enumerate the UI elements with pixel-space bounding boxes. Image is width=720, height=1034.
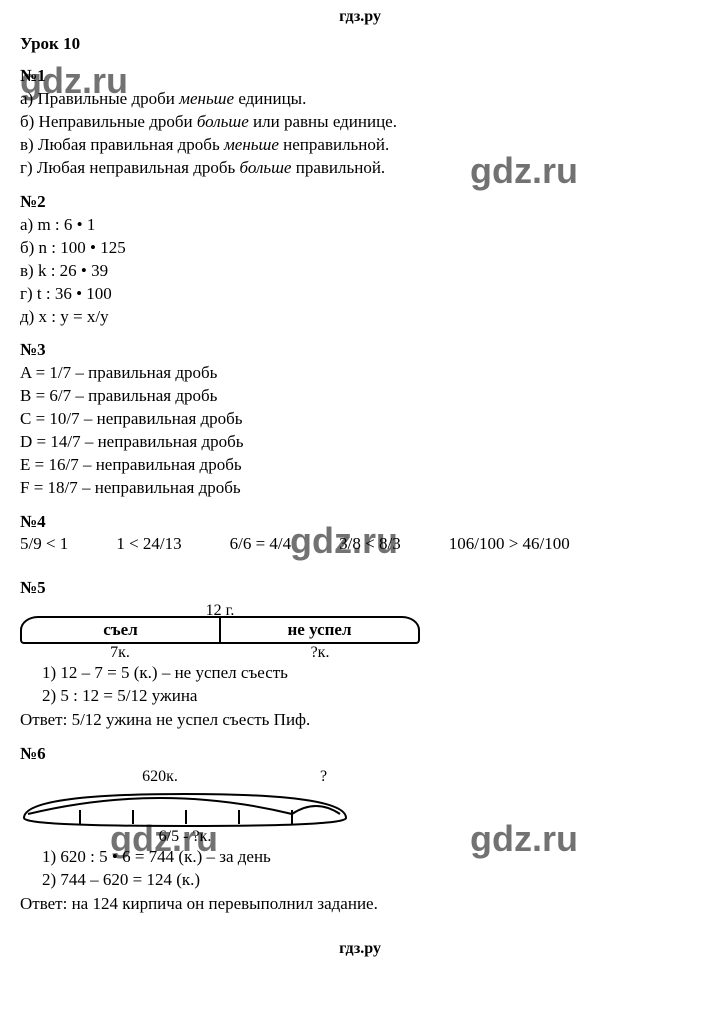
task2-e: д) x : y = x/y: [20, 306, 700, 329]
task6-diagram: 620к. ? 6/5 - ?к.: [20, 768, 350, 846]
task3-E: E = 16/7 – неправильная дробь: [20, 454, 700, 477]
text: правильной.: [291, 158, 385, 177]
emphasis: больше: [197, 112, 249, 131]
task4-number: №4: [20, 512, 700, 532]
task3-F: F = 18/7 – неправильная дробь: [20, 477, 700, 500]
task3-B: B = 6/7 – правильная дробь: [20, 385, 700, 408]
task3-number: №3: [20, 340, 700, 360]
task4-cell: 3/8 < 8/3: [339, 534, 401, 554]
task4-cell: 1 < 24/13: [116, 534, 181, 554]
text: или равны единице.: [249, 112, 397, 131]
emphasis: больше: [240, 158, 292, 177]
task5-under: 7к. ?к.: [20, 644, 420, 662]
task2-d: г) t : 36 • 100: [20, 283, 700, 306]
task1-d: г) Любая неправильная дробь больше прави…: [20, 157, 700, 180]
site-header: гдз.ру: [20, 8, 700, 26]
text: в) Любая правильная дробь: [20, 135, 224, 154]
task4-row: 5/9 < 1 1 < 24/13 6/6 = 4/4 3/8 < 8/3 10…: [20, 534, 700, 554]
task4-cell: 5/9 < 1: [20, 534, 68, 554]
task3-C: C = 10/7 – неправильная дробь: [20, 408, 700, 431]
task4-cell: 6/6 = 4/4: [230, 534, 292, 554]
task5-step1: 1) 12 – 7 = 5 (к.) – не успел съесть: [20, 662, 700, 685]
task6-svg: [20, 784, 350, 828]
task5-left-under: 7к.: [20, 644, 220, 662]
task5-left-label: съел: [22, 618, 219, 642]
text: неправильной.: [279, 135, 389, 154]
task1-a: а) Правильные дроби меньше единицы.: [20, 88, 700, 111]
task5-answer: Ответ: 5/12 ужина не успел съесть Пиф.: [20, 710, 700, 730]
task5-diagram: 12 г. съел не успел 7к. ?к.: [20, 602, 420, 662]
task3-A: A = 1/7 – правильная дробь: [20, 362, 700, 385]
task2-c: в) k : 26 • 39: [20, 260, 700, 283]
task6-step1: 1) 620 : 5 • 6 = 744 (к.) – за день: [20, 846, 700, 869]
lesson-title: Урок 10: [20, 34, 700, 54]
task3-D: D = 14/7 – неправильная дробь: [20, 431, 700, 454]
task5-box: съел не успел: [20, 616, 420, 644]
task4-cell: 106/100 > 46/100: [449, 534, 570, 554]
task5-right-under: ?к.: [220, 644, 420, 662]
text: единицы.: [234, 89, 306, 108]
task6-number: №6: [20, 744, 700, 764]
task6-qmark: ?: [320, 768, 327, 786]
text: г) Любая неправильная дробь: [20, 158, 240, 177]
text: а) Правильные дроби: [20, 89, 179, 108]
task1-b: б) Неправильные дроби больше или равны е…: [20, 111, 700, 134]
task5-step2: 2) 5 : 12 = 5/12 ужина: [20, 685, 700, 708]
emphasis: меньше: [224, 135, 279, 154]
task2-number: №2: [20, 192, 700, 212]
emphasis: меньше: [179, 89, 234, 108]
task6-under: 6/5 - ?к.: [20, 828, 350, 846]
text: б) Неправильные дроби: [20, 112, 197, 131]
footer: гдз.ру: [20, 940, 700, 958]
task2-a: а) m : 6 • 1: [20, 214, 700, 237]
task5-right-label: не успел: [221, 618, 418, 642]
page: гдз.ру gdz.ru gdz.ru gdz.ru gdz.ru gdz.r…: [0, 0, 720, 1034]
task2-b: б) n : 100 • 125: [20, 237, 700, 260]
task1-c: в) Любая правильная дробь меньше неправи…: [20, 134, 700, 157]
task6-answer: Ответ: на 124 кирпича он перевыполнил за…: [20, 894, 700, 914]
task6-step2: 2) 744 – 620 = 124 (к.): [20, 869, 700, 892]
task5-number: №5: [20, 578, 700, 598]
task1-number: №1: [20, 66, 700, 86]
